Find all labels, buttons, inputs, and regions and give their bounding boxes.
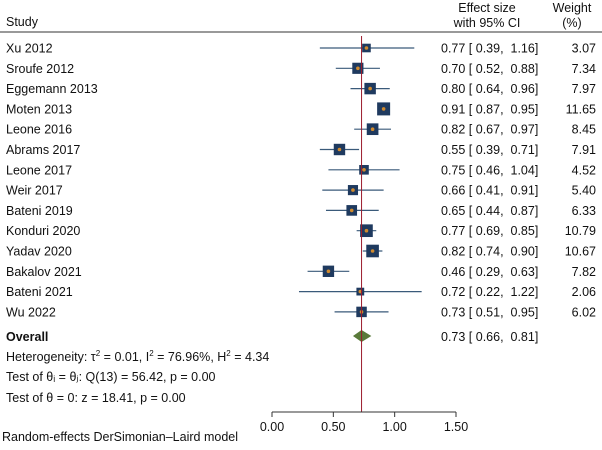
header-weight-line1: Weight — [553, 1, 592, 15]
study-point-estimate — [351, 188, 355, 192]
study-label: Xu 2012 — [6, 42, 53, 56]
study-weight-text: 11.65 — [566, 102, 596, 116]
header-effect-line2: with 95% CI — [453, 16, 521, 30]
study-label: Wu 2022 — [6, 305, 56, 319]
study-point-estimate — [368, 86, 372, 91]
study-ci-text: 0.82 [ 0.67, 0.97] — [441, 123, 538, 137]
study-point-estimate — [349, 208, 354, 213]
study-label: Eggemann 2013 — [6, 82, 98, 96]
header-weight-line2: (%) — [562, 16, 581, 30]
study-weight-text: 8.45 — [572, 123, 596, 137]
study-label: Moten 2013 — [6, 102, 72, 116]
overall-label: Overall — [6, 330, 48, 344]
test-homogeneity-text: Test of θᵢ = θⱼ: Q(13) = 56.42, p = 0.00 — [6, 370, 216, 384]
study-ci-text: 0.66 [ 0.41, 0.91] — [441, 184, 538, 198]
heterogeneity-text: Heterogeneity: τ2 = 0.01, I2 = 76.96%, H… — [6, 349, 269, 364]
study-label: Leone 2016 — [6, 123, 72, 137]
header-study: Study — [6, 15, 39, 29]
study-ci-text: 0.77 [ 0.39, 1.16] — [441, 42, 538, 56]
study-ci-text: 0.82 [ 0.74, 0.90] — [441, 245, 538, 259]
study-ci-text: 0.70 [ 0.52, 0.88] — [441, 62, 538, 76]
x-axis-tick-label: 1.00 — [382, 420, 406, 434]
study-weight-text: 7.91 — [572, 143, 596, 157]
study-weight-text: 6.33 — [572, 204, 596, 218]
study-point-estimate — [381, 107, 386, 111]
overall-ci-text: 0.73 [ 0.66, 0.81] — [441, 330, 538, 344]
study-point-estimate — [356, 66, 360, 71]
study-weight-text: 7.34 — [572, 62, 596, 76]
study-ci-text: 0.75 [ 0.46, 1.04] — [441, 163, 538, 177]
study-ci-text: 0.55 [ 0.39, 0.71] — [441, 143, 538, 157]
study-label: Bateni 2019 — [6, 204, 73, 218]
study-ci-text: 0.77 [ 0.69, 0.85] — [441, 224, 538, 238]
x-axis-tick-label: 0.50 — [321, 420, 345, 434]
header-effect-line1: Effect size — [458, 1, 515, 15]
study-label: Abrams 2017 — [6, 143, 80, 157]
study-ci-text: 0.73 [ 0.51, 0.95] — [441, 305, 538, 319]
study-label: Konduri 2020 — [6, 224, 80, 238]
study-weight-text: 2.06 — [572, 285, 596, 299]
study-weight-text: 7.97 — [572, 82, 596, 96]
study-point-estimate — [364, 228, 369, 233]
study-point-estimate — [337, 147, 342, 152]
study-weight-text: 10.67 — [565, 245, 596, 259]
study-label: Bateni 2021 — [6, 285, 73, 299]
study-ci-text: 0.91 [ 0.87, 0.95] — [441, 102, 538, 116]
x-axis-tick-label: 1.50 — [444, 420, 468, 434]
study-ci-text: 0.80 [ 0.64, 0.96] — [441, 82, 538, 96]
study-weight-text: 10.79 — [565, 224, 596, 238]
footnote: Random-effects DerSimonian–Laird model — [2, 430, 238, 444]
study-point-estimate — [370, 127, 375, 131]
study-label: Bakalov 2021 — [6, 265, 82, 279]
study-weight-text: 7.82 — [572, 265, 596, 279]
x-axis-ticks: 0.00 0.50 1.00 1.50 — [260, 412, 468, 434]
study-label: Yadav 2020 — [6, 245, 72, 259]
test-effect-text: Test of θ = 0: z = 18.41, p = 0.00 — [6, 391, 186, 405]
study-label: Sroufe 2012 — [6, 62, 74, 76]
study-point-estimate — [364, 46, 369, 50]
study-weight-text: 5.40 — [572, 184, 596, 198]
study-label: Weir 2017 — [6, 184, 63, 198]
study-label: Leone 2017 — [6, 163, 72, 177]
study-marks — [298, 43, 422, 318]
overall-diamond — [352, 330, 372, 342]
x-axis-tick-label: 0.00 — [260, 420, 284, 434]
study-weight-text: 4.52 — [572, 163, 596, 177]
study-point-estimate — [362, 168, 366, 172]
study-ci-text: 0.46 [ 0.29, 0.63] — [441, 265, 538, 279]
study-point-estimate — [370, 249, 375, 253]
study-point-estimate — [326, 269, 331, 274]
study-ci-text: 0.72 [ 0.22, 1.22] — [441, 285, 538, 299]
study-weight-text: 3.07 — [572, 42, 596, 56]
study-rows: Xu 2012 0.77 [ 0.39, 1.16] 3.07 Sroufe 2012… — [6, 42, 596, 320]
study-weight-text: 6.02 — [572, 305, 596, 319]
study-ci-text: 0.65 [ 0.44, 0.87] — [441, 204, 538, 218]
